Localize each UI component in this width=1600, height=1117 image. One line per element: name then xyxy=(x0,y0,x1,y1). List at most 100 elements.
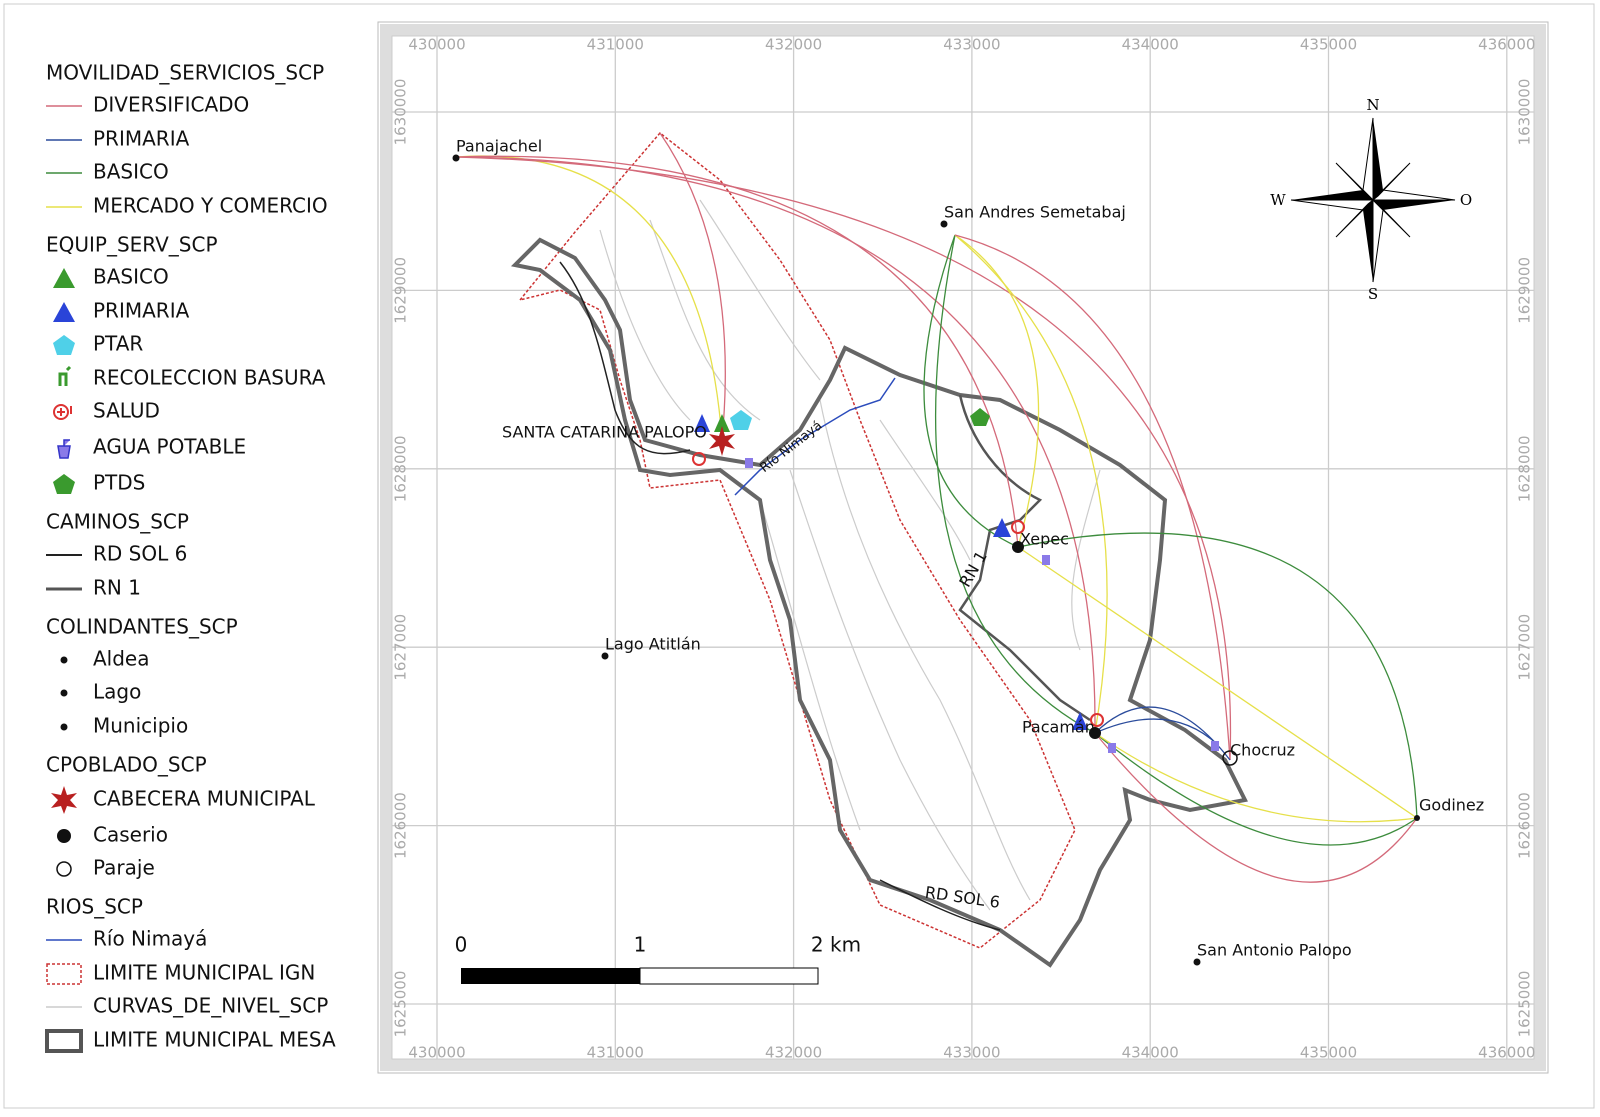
legend-item: Lago xyxy=(93,680,141,704)
place-label: SANTA CATARINA PALOPO xyxy=(502,423,707,442)
legend-item: Aldea xyxy=(93,647,150,671)
legend-item: AGUA POTABLE xyxy=(93,435,246,459)
place-label: San Andres Semetabaj xyxy=(944,203,1126,222)
x-tick-label: 431000 xyxy=(587,1044,644,1062)
legend-item: PTDS xyxy=(93,471,145,495)
legend-item: PRIMARIA xyxy=(93,299,190,323)
x-tick-label: 434000 xyxy=(1122,1044,1179,1062)
x-tick-label: 436000 xyxy=(1478,36,1535,54)
legend-item: RECOLECCION BASURA xyxy=(93,366,326,390)
x-tick-label: 434000 xyxy=(1122,36,1179,54)
legend-item: Municipio xyxy=(93,714,188,738)
place-label: Chocruz xyxy=(1230,741,1295,760)
place-label: Panajachel xyxy=(456,137,542,156)
legend-item: CABECERA MUNICIPAL xyxy=(93,787,316,811)
legend-item: BASICO xyxy=(93,160,169,184)
legend-item: LIMITE MUNICIPAL IGN xyxy=(93,961,315,985)
y-tick-label: 1629000 xyxy=(392,257,410,324)
x-tick-label: 435000 xyxy=(1300,1044,1357,1062)
legend-item: CURVAS_DE_NIVEL_SCP xyxy=(93,994,328,1018)
y-tick-label: 1630000 xyxy=(392,79,410,146)
y-tick-label: 1627000 xyxy=(1516,614,1534,681)
compass-label: O xyxy=(1460,191,1472,209)
equipment-symbols xyxy=(692,408,1219,753)
y-tick-label: 1628000 xyxy=(392,435,410,502)
compass-label: S xyxy=(1368,285,1378,303)
legend-symbol xyxy=(60,723,68,731)
place-points xyxy=(452,154,1420,966)
compass: N W O S xyxy=(1270,96,1472,303)
scale-bar: 0 1 2 km xyxy=(455,933,861,985)
scale-label: 2 km xyxy=(811,933,861,957)
legend-symbol xyxy=(58,365,72,386)
scale-segment xyxy=(639,967,819,985)
y-tick-label: 1626000 xyxy=(1516,792,1534,859)
legend-symbol xyxy=(53,335,75,355)
y-tick-label: 1630000 xyxy=(1516,79,1534,146)
x-tick-label: 430000 xyxy=(408,36,465,54)
legend-title: MOVILIDAD_SERVICIOS_SCP xyxy=(46,61,324,85)
y-tick-label: 1627000 xyxy=(392,614,410,681)
scale-label: 1 xyxy=(634,933,647,957)
legend: MOVILIDAD_SERVICIOS_SCP DIVERSIFICADO PR… xyxy=(45,61,336,1053)
legend-symbol xyxy=(57,439,71,459)
legend-item: BASICO xyxy=(93,265,169,289)
legend-item: DIVERSIFICADO xyxy=(93,93,249,117)
place-label: Xepec xyxy=(1020,530,1069,549)
y-tick-label: 1625000 xyxy=(392,971,410,1038)
legend-item: PRIMARIA xyxy=(93,127,190,151)
legend-symbol xyxy=(56,861,72,877)
road-rdsol6 xyxy=(559,261,1001,931)
legend-symbol xyxy=(53,404,69,420)
x-tick-label: 433000 xyxy=(943,1044,1000,1062)
legend-symbol xyxy=(57,829,71,843)
compass-label: N xyxy=(1366,96,1379,114)
legend-item: MERCADO Y COMERCIO xyxy=(93,194,328,218)
legend-title: EQUIP_SERV_SCP xyxy=(46,233,218,257)
legend-title: CPOBLADO_SCP xyxy=(46,753,207,777)
legend-symbol xyxy=(60,656,68,664)
legend-item: RD SOL 6 xyxy=(93,542,187,566)
mobility-lines xyxy=(455,132,1418,883)
scale-label: 0 xyxy=(455,933,468,957)
x-tick-label: 436000 xyxy=(1478,1044,1535,1062)
legend-symbol xyxy=(53,302,75,322)
legend-title: CAMINOS_SCP xyxy=(46,510,189,534)
river xyxy=(734,377,896,496)
legend-symbol xyxy=(51,786,77,814)
x-tick-label: 432000 xyxy=(765,1044,822,1062)
legend-symbol xyxy=(45,1029,83,1053)
legend-symbol xyxy=(46,963,82,985)
legend-item: SALUD xyxy=(93,399,160,423)
road-rn1 xyxy=(958,394,1091,722)
x-tick-label: 433000 xyxy=(943,36,1000,54)
scale-segment xyxy=(461,968,640,984)
limite-ign xyxy=(518,131,1076,949)
place-label: Pacamán xyxy=(1022,718,1095,737)
legend-item: PTAR xyxy=(93,332,143,356)
place-label: Lago Atitlán xyxy=(605,635,701,654)
legend-item: Paraje xyxy=(93,856,155,880)
legend-symbol xyxy=(53,474,75,494)
legend-title: COLINDANTES_SCP xyxy=(46,615,238,639)
compass-label: W xyxy=(1270,191,1286,209)
legend-symbol xyxy=(60,689,68,697)
place-label: San Antonio Palopo xyxy=(1197,941,1352,960)
legend-item: Río Nimayá xyxy=(93,927,207,951)
y-tick-label: 1629000 xyxy=(1516,257,1534,324)
x-tick-label: 430000 xyxy=(408,1044,465,1062)
legend-symbol xyxy=(57,406,72,416)
y-tick-label: 1626000 xyxy=(392,792,410,859)
map-band xyxy=(380,24,1546,1071)
x-tick-label: 435000 xyxy=(1300,36,1357,54)
place-label: Godinez xyxy=(1419,796,1484,815)
contours xyxy=(599,199,1101,911)
x-tick-label: 431000 xyxy=(587,36,644,54)
legend-title: RIOS_SCP xyxy=(46,895,143,919)
x-tick-label: 432000 xyxy=(765,36,822,54)
legend-item: LIMITE MUNICIPAL MESA xyxy=(93,1028,336,1052)
legend-item: Caserio xyxy=(93,823,168,847)
legend-symbol xyxy=(53,268,75,288)
y-tick-label: 1625000 xyxy=(1516,971,1534,1038)
